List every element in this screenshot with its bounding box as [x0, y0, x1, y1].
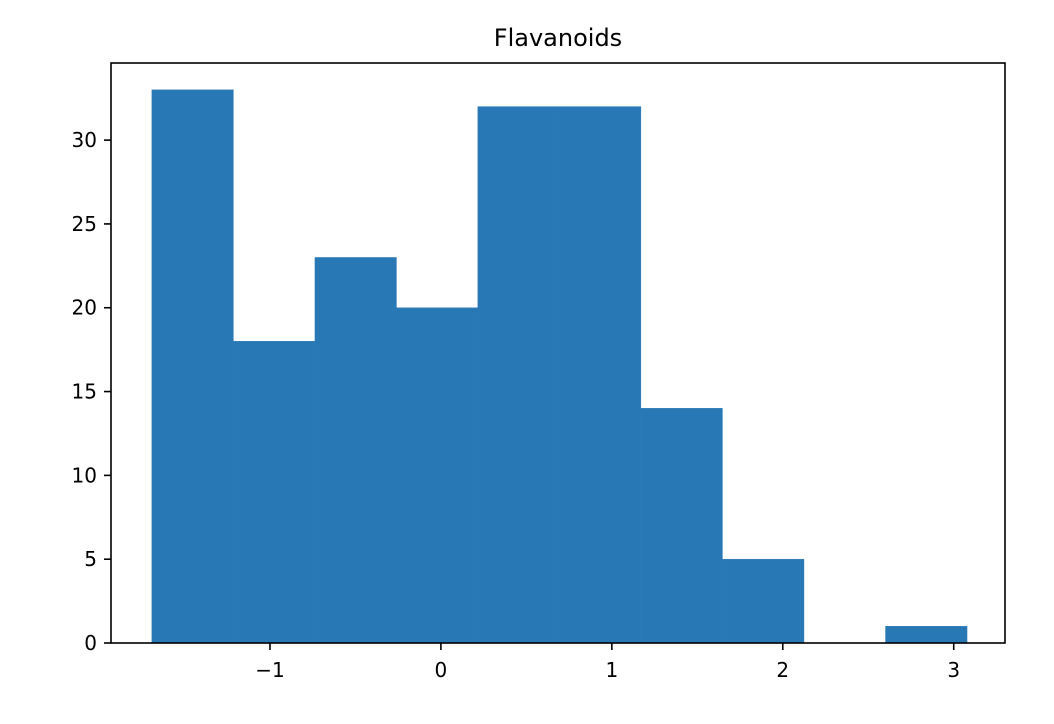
histogram-bar: [885, 626, 968, 644]
histogram-bar: [477, 106, 560, 644]
x-tick-label: −1: [255, 658, 284, 682]
histogram-bar: [722, 558, 805, 644]
y-tick-label: 30: [72, 128, 97, 152]
y-tick-label: 20: [72, 296, 97, 320]
x-tick-label: 3: [947, 658, 960, 682]
x-tick-label: 2: [776, 658, 789, 682]
histogram-bar: [559, 106, 642, 644]
y-tick-label: 25: [72, 212, 97, 236]
histogram-bar: [151, 89, 234, 644]
y-tick-label: 10: [72, 463, 97, 487]
y-tick-label: 5: [84, 547, 97, 571]
histogram-bar: [640, 408, 723, 644]
y-tick-label: 0: [84, 631, 97, 655]
histogram-bar: [314, 257, 397, 644]
histogram-bar: [396, 307, 479, 644]
x-tick-label: 1: [605, 658, 618, 682]
chart-title: Flavanoids: [494, 24, 622, 52]
bars-layer: [151, 89, 968, 644]
y-tick-label: 15: [72, 380, 97, 404]
x-tick-label: 0: [435, 658, 448, 682]
histogram-bar: [233, 341, 316, 644]
axes-frame: [110, 62, 1006, 644]
